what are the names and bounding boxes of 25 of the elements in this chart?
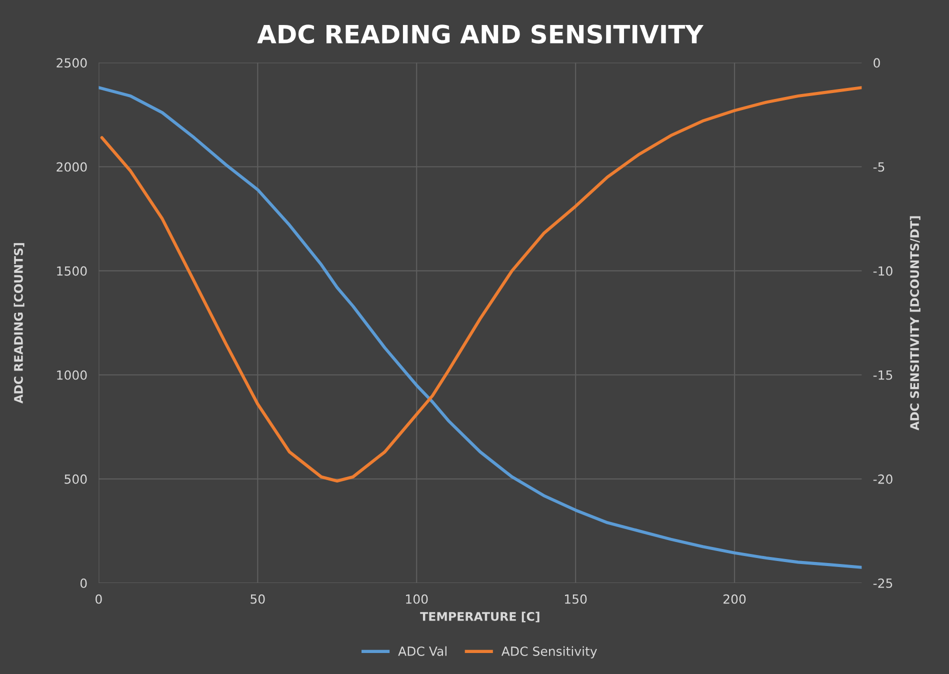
y2-tick-label: -25 <box>873 578 892 588</box>
line-series <box>98 86 862 569</box>
y2-tick-label: -10 <box>873 266 892 276</box>
x-tick-label: 200 <box>724 594 746 604</box>
x-tick-label: 100 <box>406 594 428 604</box>
y-tick-label: 500 <box>64 474 87 484</box>
y2-tick-label: -20 <box>873 474 892 484</box>
x-tick-label: 50 <box>250 594 265 604</box>
y-tick-label: 2000 <box>56 162 87 172</box>
y2-axis-title: ADC SENSITIVITY [DCOUNTS/DT] <box>910 216 920 430</box>
y2-tick-label: -15 <box>873 370 892 380</box>
y2-tick-label: 0 <box>874 58 880 68</box>
legend-label: ADC Sensitivity <box>501 646 597 658</box>
chart-title: ADC READING AND SENSITIVITY <box>257 24 704 44</box>
x-axis-title: TEMPERATURE [C] <box>420 612 540 622</box>
x-tick-label: 150 <box>565 594 587 604</box>
x-tick-label: 0 <box>96 594 102 604</box>
y-axis-title: ADC READING [COUNTS] <box>14 243 24 404</box>
y-tick-label: 0 <box>80 578 87 588</box>
legend-label: ADC Val <box>398 646 446 656</box>
y-tick-label: 2500 <box>56 58 87 68</box>
y-tick-label: 1000 <box>57 370 87 380</box>
y2-tick-label: -5 <box>873 162 884 172</box>
line-series <box>100 86 862 483</box>
y-tick-label: 1500 <box>57 266 87 276</box>
